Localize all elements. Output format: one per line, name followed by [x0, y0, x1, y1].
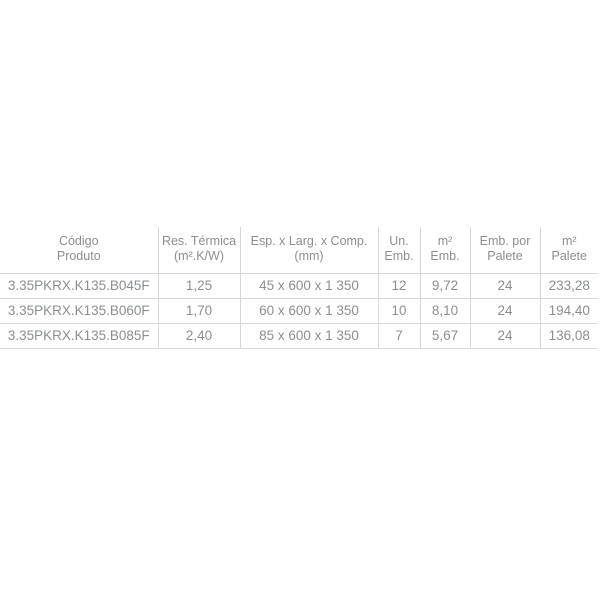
- cell-un-emb: 10: [378, 298, 421, 324]
- cell-emb-por-palete: 24: [470, 323, 541, 349]
- cell-un-emb: 12: [378, 273, 421, 299]
- cell-res-termica: 1,70: [158, 298, 241, 324]
- cell-m2-emb: 5,67: [420, 323, 471, 349]
- column-header-res-termica: Res. Térmica (m².K/W): [158, 227, 241, 274]
- column-header-esp-larg-comp: Esp. x Larg. x Comp. (mm): [240, 227, 379, 274]
- product-spec-table: Código Produto Res. Térmica (m².K/W) Esp…: [0, 227, 598, 349]
- table-row: 3.35PKRX.K135.B045F 1,25 45 x 600 x 1 35…: [0, 273, 598, 299]
- cell-codigo-produto: 3.35PKRX.K135.B085F: [0, 323, 159, 349]
- cell-m2-emb: 8,10: [420, 298, 471, 324]
- cell-emb-por-palete: 24: [470, 298, 541, 324]
- column-header-m2-palete: m² Palete: [540, 227, 598, 274]
- column-header-codigo-produto: Código Produto: [0, 227, 159, 274]
- column-header-un-emb: Un. Emb.: [378, 227, 421, 274]
- cell-m2-palete: 233,28: [540, 273, 598, 299]
- column-header-emb-por-palete: Emb. por Palete: [470, 227, 541, 274]
- cell-res-termica: 1,25: [158, 273, 241, 299]
- cell-esp-larg-comp: 60 x 600 x 1 350: [240, 298, 379, 324]
- cell-m2-palete: 194,40: [540, 298, 598, 324]
- product-spec-table-container: Código Produto Res. Térmica (m².K/W) Esp…: [0, 227, 598, 349]
- cell-esp-larg-comp: 85 x 600 x 1 350: [240, 323, 379, 349]
- cell-codigo-produto: 3.35PKRX.K135.B060F: [0, 298, 159, 324]
- table-row: 3.35PKRX.K135.B060F 1,70 60 x 600 x 1 35…: [0, 298, 598, 324]
- cell-esp-larg-comp: 45 x 600 x 1 350: [240, 273, 379, 299]
- cell-codigo-produto: 3.35PKRX.K135.B045F: [0, 273, 159, 299]
- cell-emb-por-palete: 24: [470, 273, 541, 299]
- cell-un-emb: 7: [378, 323, 421, 349]
- table-row: 3.35PKRX.K135.B085F 2,40 85 x 600 x 1 35…: [0, 323, 598, 349]
- header-row: Código Produto Res. Térmica (m².K/W) Esp…: [0, 227, 598, 274]
- cell-m2-emb: 9,72: [420, 273, 471, 299]
- cell-m2-palete: 136,08: [540, 323, 598, 349]
- column-header-m2-emb: m² Emb.: [420, 227, 471, 274]
- cell-res-termica: 2,40: [158, 323, 241, 349]
